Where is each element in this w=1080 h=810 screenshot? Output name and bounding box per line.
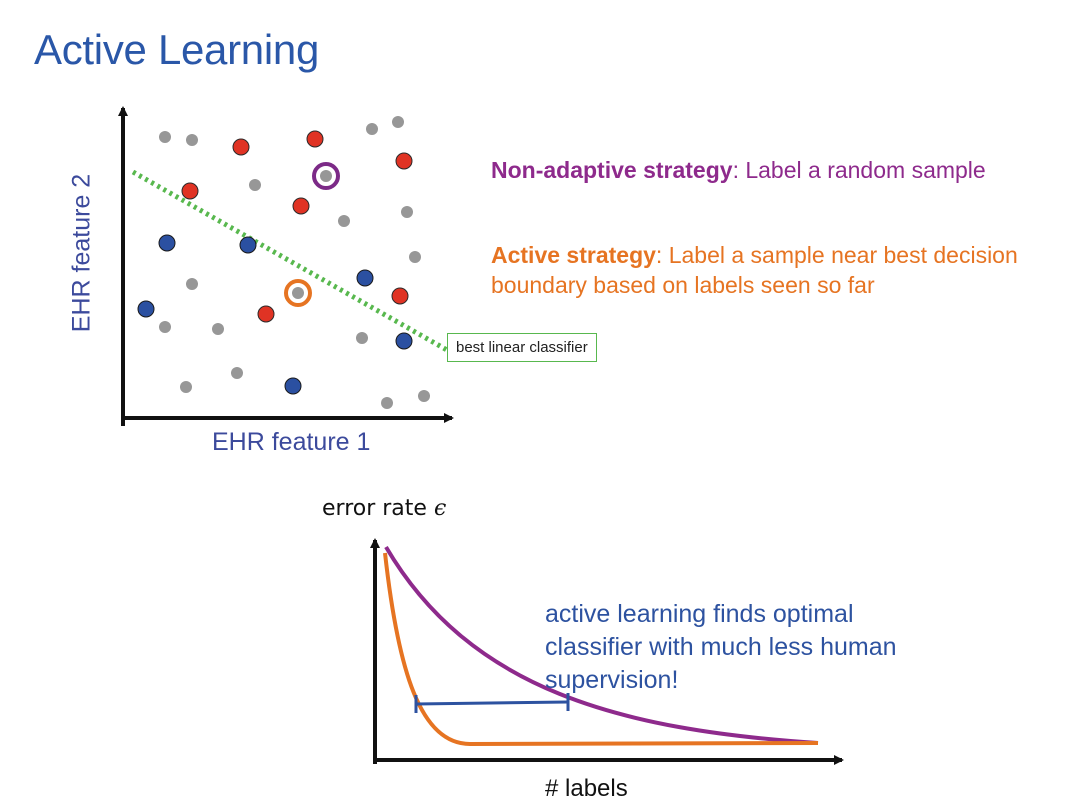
scatter-axes — [118, 106, 454, 426]
positive-point — [306, 130, 324, 148]
unlabeled-point — [212, 323, 224, 335]
active-strategy-desc: : Label a sample near best decision boun… — [491, 242, 1018, 298]
x-axis-label: EHR feature 1 — [212, 428, 371, 456]
callout-text: active learning finds optimal classifier… — [545, 600, 897, 694]
labels-count-label: # labels — [545, 775, 628, 802]
negative-point — [239, 236, 257, 254]
unlabeled-point — [381, 397, 393, 409]
error-rate-text: error rate — [322, 496, 434, 521]
unlabeled-points — [159, 116, 430, 409]
unlabeled-point — [366, 123, 378, 135]
negative-points — [137, 234, 413, 395]
classifier-label-box: best linear classifier — [447, 333, 597, 362]
unlabeled-point — [249, 179, 261, 191]
unlabeled-point — [159, 321, 171, 333]
positive-point — [257, 305, 275, 323]
non-adaptive-strategy-desc: : Label a random sample — [732, 157, 986, 183]
unlabeled-point — [338, 215, 350, 227]
unlabeled-point — [159, 131, 171, 143]
error-rate-label: error rate ϵ — [322, 496, 446, 521]
negative-point — [137, 300, 155, 318]
active-strategy-text: Active strategy: Label a sample near bes… — [491, 240, 1051, 300]
non-adaptive-curve — [384, 545, 819, 745]
slide-title: Active Learning — [34, 26, 320, 73]
decision-boundary-line — [131, 169, 449, 353]
non-adaptive-strategy-text: Non-adaptive strategy: Label a random sa… — [491, 155, 986, 185]
positive-points — [181, 130, 413, 323]
unlabeled-point — [186, 278, 198, 290]
active-strategy-name: Active strategy — [491, 242, 656, 268]
negative-point — [158, 234, 176, 252]
positive-point — [391, 287, 409, 305]
positive-point — [181, 182, 199, 200]
unlabeled-point — [231, 367, 243, 379]
random-sample-circle — [312, 162, 340, 190]
active-sample-circle — [284, 279, 312, 307]
unlabeled-point — [356, 332, 368, 344]
y-axis-label: EHR feature 2 — [67, 173, 96, 333]
unlabeled-point — [186, 134, 198, 146]
epsilon-symbol: ϵ — [433, 496, 447, 521]
negative-point — [395, 332, 413, 350]
positive-point — [292, 197, 310, 215]
supervision-gap-marker — [414, 693, 570, 713]
negative-point — [356, 269, 374, 287]
negative-point — [284, 377, 302, 395]
curve-axes — [370, 538, 844, 765]
unlabeled-point — [392, 116, 404, 128]
unlabeled-point — [409, 251, 421, 263]
positive-point — [395, 152, 413, 170]
positive-point — [232, 138, 250, 156]
unlabeled-point — [401, 206, 413, 218]
unlabeled-point — [418, 390, 430, 402]
non-adaptive-strategy-name: Non-adaptive strategy — [491, 157, 733, 183]
unlabeled-point — [180, 381, 192, 393]
